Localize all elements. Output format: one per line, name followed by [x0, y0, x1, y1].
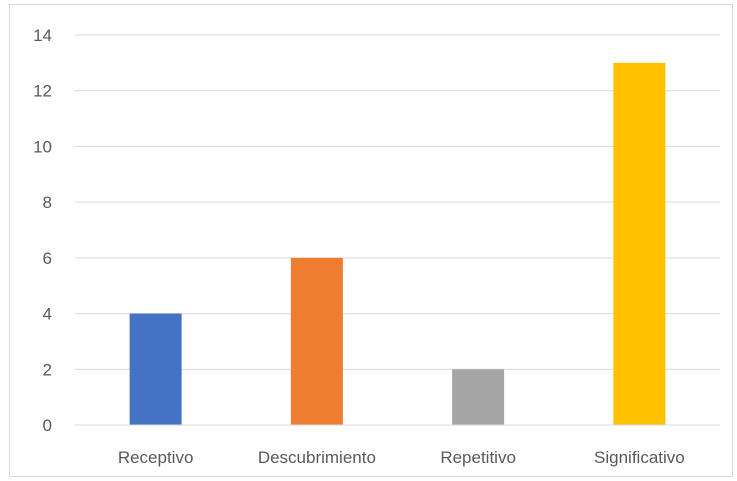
bar-receptivo	[129, 313, 182, 425]
bar-descubrimiento	[290, 257, 343, 425]
y-tick-label: 0	[43, 416, 52, 435]
bar-repetitivo	[452, 369, 505, 425]
category-label: Receptivo	[118, 448, 194, 467]
y-tick-label: 14	[33, 26, 52, 45]
y-tick-label: 8	[43, 193, 52, 212]
x-axis-category-labels: Receptivo Descubrimiento Repetitivo Signifi…	[118, 448, 685, 467]
bar-significativo	[613, 62, 666, 425]
bars	[129, 62, 666, 425]
y-tick-label: 10	[33, 137, 52, 156]
category-label: Significativo	[594, 448, 685, 467]
gridlines	[75, 34, 720, 370]
y-tick-label: 2	[43, 360, 52, 379]
category-label: Descubrimiento	[258, 448, 376, 467]
y-tick-label: 6	[43, 249, 52, 268]
y-tick-label: 4	[43, 305, 52, 324]
y-axis-tick-labels: 0 2 4 6 8 10 12 14	[33, 26, 52, 435]
y-tick-label: 12	[33, 82, 52, 101]
category-label: Repetitivo	[440, 448, 516, 467]
